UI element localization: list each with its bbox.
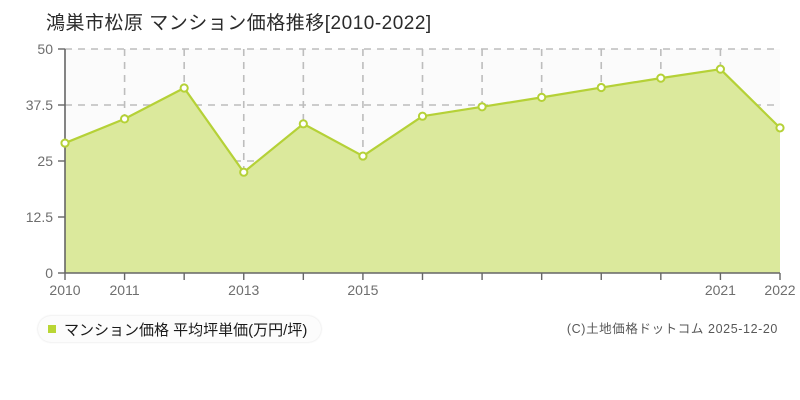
axis-lines [58,48,781,280]
svg-text:12.5: 12.5 [26,209,53,225]
svg-text:2011: 2011 [110,282,140,298]
svg-text:25: 25 [37,153,53,169]
svg-text:37.5: 37.5 [26,97,53,113]
svg-text:50: 50 [37,41,53,57]
chart-legend[interactable]: マンション価格 平均坪単価(万円/坪) [38,316,322,342]
square-marker-icon [48,325,56,333]
svg-text:2021: 2021 [705,282,736,298]
data-point-markers [60,64,785,177]
x-axis-tick-labels: 2010 2011 2013 2015 2021 2022 [49,282,795,298]
legend-item-label: マンション価格 平均坪単価(万円/坪) [64,321,308,339]
svg-text:2022: 2022 [764,282,795,298]
svg-text:2010: 2010 [49,282,80,298]
y-axis-tick-labels: 0 12.5 25 37.5 50 [26,41,53,281]
page-title: 鴻巣市松原 マンション価格推移[2010-2022] [46,13,432,34]
svg-text:0: 0 [45,265,53,281]
svg-text:2015: 2015 [347,282,378,298]
copyright-text: (C)土地価格ドットコム 2025-12-20 [566,322,778,336]
svg-text:2013: 2013 [228,282,259,298]
